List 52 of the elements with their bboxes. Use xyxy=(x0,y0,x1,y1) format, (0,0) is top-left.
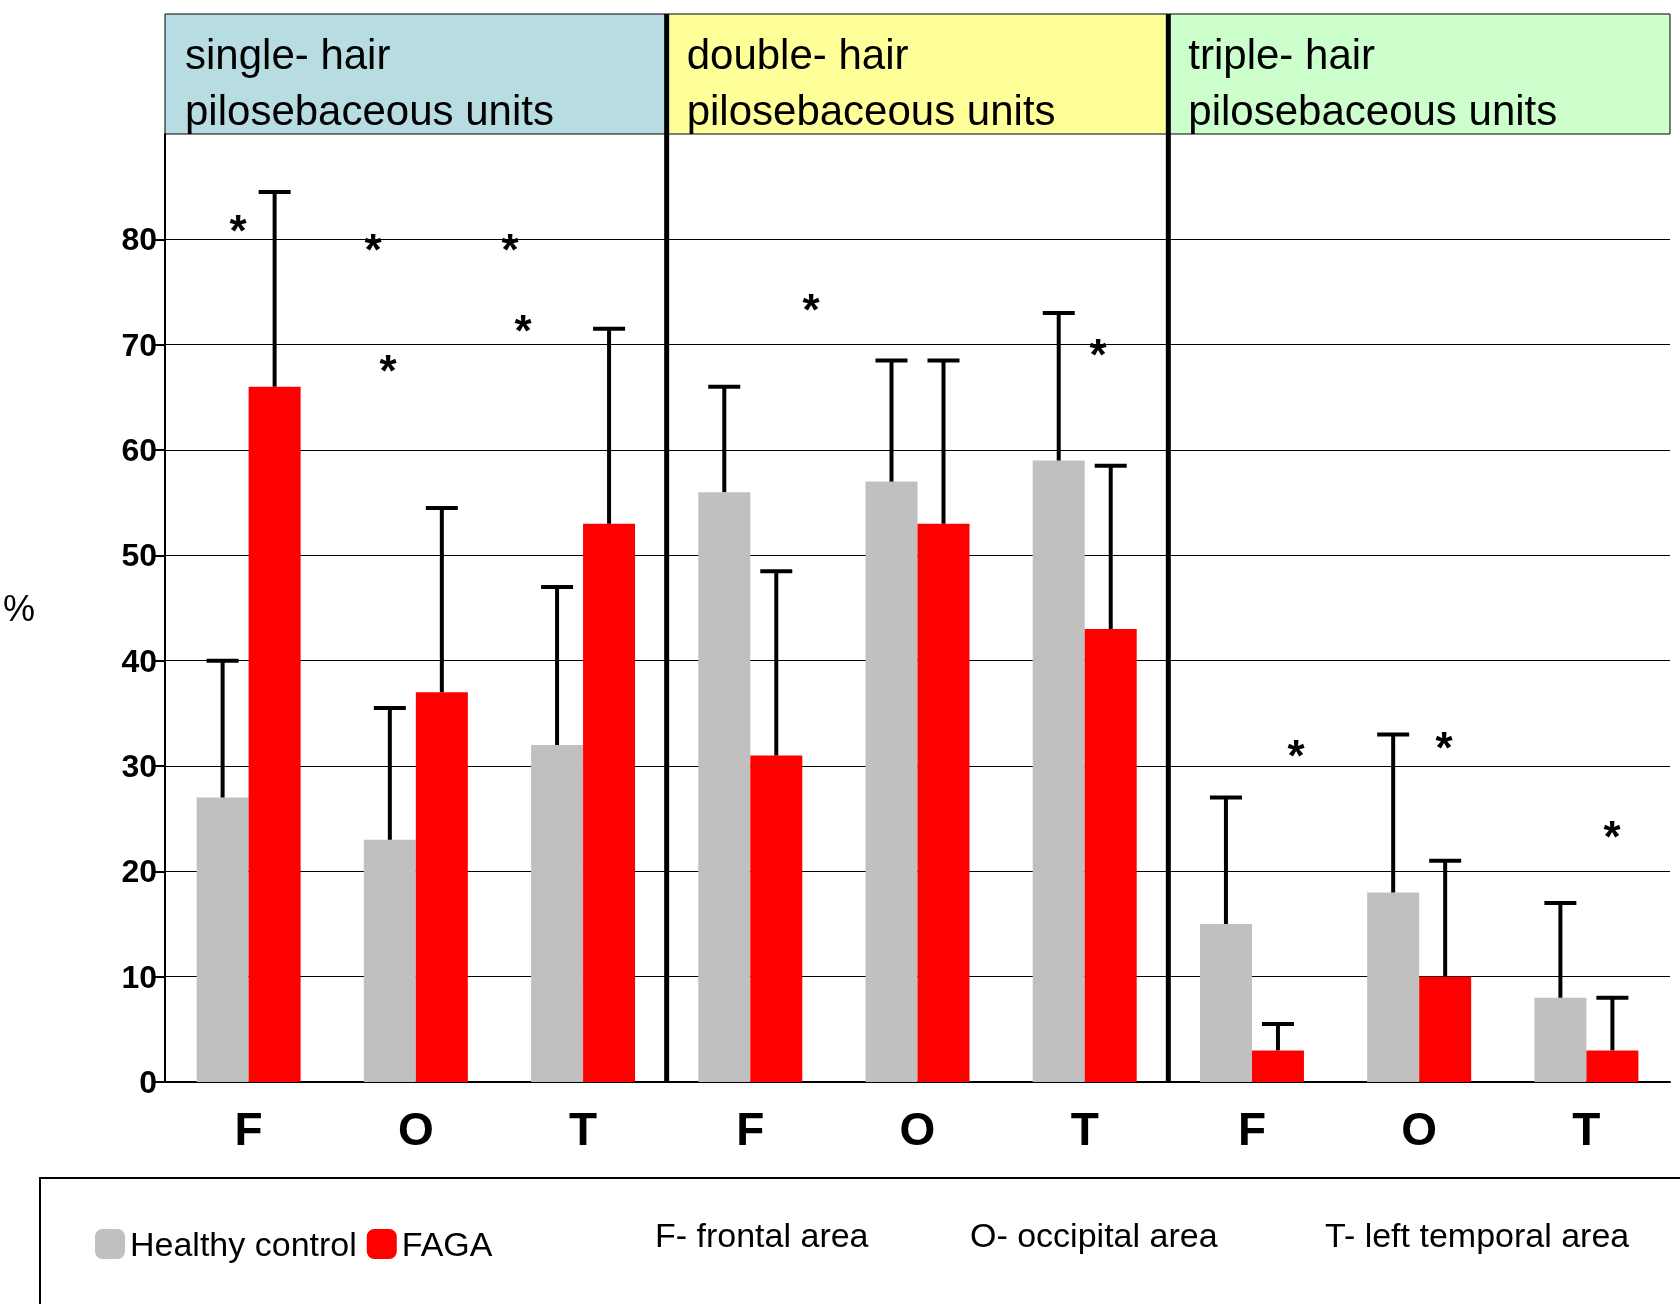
y-tick-label: 60 xyxy=(121,432,158,468)
text: O- occipital area xyxy=(970,1216,1218,1254)
text: single- hair pilosebaceous units xyxy=(185,30,554,134)
bar xyxy=(1367,892,1420,1082)
y-tick-label: 20 xyxy=(121,853,158,890)
legend-label: Healthy control xyxy=(130,1225,357,1263)
y-tick-label: 40 xyxy=(121,642,158,679)
annotation: * xyxy=(514,305,533,355)
x-tick-label: T xyxy=(1572,1103,1601,1155)
x-tick-label: F xyxy=(234,1103,263,1155)
y-tick-label: 50 xyxy=(121,537,158,574)
y-tick-label: 80 xyxy=(121,221,158,258)
y-axis-title: % xyxy=(2,587,36,629)
bar xyxy=(531,744,584,1082)
annotation: * xyxy=(1435,722,1454,772)
bar xyxy=(750,755,803,1082)
y-tick-label: 10 xyxy=(121,958,158,995)
x-tick-label: T xyxy=(569,1103,598,1155)
annotation: * xyxy=(802,284,821,334)
x-tick-label: F xyxy=(1237,1103,1266,1155)
bar xyxy=(1032,460,1085,1082)
bar xyxy=(583,523,636,1082)
bar xyxy=(1199,924,1252,1082)
bar xyxy=(248,386,301,1082)
bar xyxy=(1534,997,1587,1082)
bar xyxy=(196,797,249,1082)
y-tick-label: 0 xyxy=(139,1064,158,1100)
text: double- hair pilosebaceous units xyxy=(686,30,1056,134)
bar xyxy=(415,692,468,1082)
legend-label: FAGA xyxy=(401,1225,493,1263)
bar xyxy=(1251,1050,1304,1082)
bar xyxy=(1419,976,1472,1082)
bar xyxy=(1586,1050,1639,1082)
y-tick-label: 30 xyxy=(121,748,158,784)
x-tick-label: F xyxy=(736,1103,765,1155)
text: triple- hair pilosebaceous units xyxy=(1188,30,1558,134)
x-tick-label: O xyxy=(397,1103,434,1155)
bar xyxy=(1084,629,1137,1082)
annotation: * xyxy=(229,205,248,255)
x-tick-label: O xyxy=(1401,1103,1438,1155)
annotation: * xyxy=(379,345,398,395)
text: F- frontal area xyxy=(655,1216,869,1254)
bar xyxy=(865,481,918,1082)
x-tick-label: O xyxy=(899,1103,936,1155)
annotation: * xyxy=(1603,811,1622,861)
bar xyxy=(363,839,416,1082)
text: T- left temporal area xyxy=(1325,1216,1630,1254)
y-tick-label: 70 xyxy=(121,326,158,363)
annotation: * xyxy=(1287,730,1306,780)
x-tick-label: T xyxy=(1070,1103,1099,1155)
bar xyxy=(698,492,751,1082)
bar xyxy=(917,523,970,1082)
